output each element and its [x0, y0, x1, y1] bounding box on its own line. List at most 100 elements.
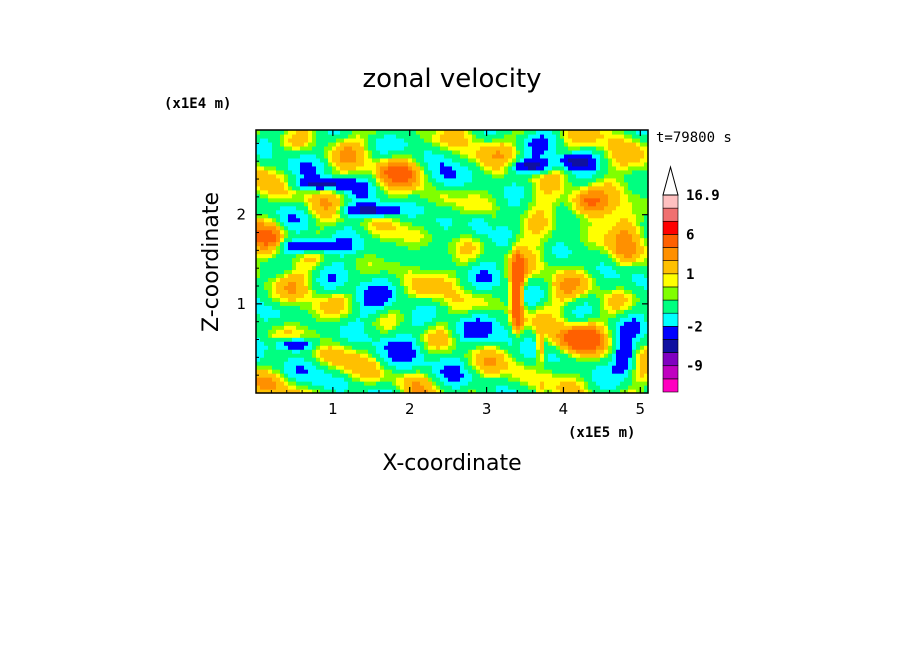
heatmap-cell: [368, 281, 373, 286]
heatmap-cell: [288, 249, 293, 255]
heatmap-cell: [400, 233, 405, 239]
heatmap-cell: [372, 161, 377, 167]
heatmap-cell: [492, 277, 497, 283]
heatmap-cell: [524, 385, 529, 390]
heatmap-cell: [364, 245, 369, 251]
heatmap-cell: [356, 373, 361, 378]
heatmap-cell: [372, 301, 377, 306]
heatmap-cell: [496, 209, 501, 215]
heatmap-cell: [504, 329, 509, 334]
heatmap-cell: [468, 293, 473, 298]
heatmap-cell: [416, 381, 421, 386]
heatmap-cell: [492, 257, 497, 263]
heatmap-cell: [540, 265, 545, 271]
heatmap-cell: [300, 145, 305, 151]
heatmap-cell: [476, 145, 481, 151]
heatmap-cell: [272, 229, 277, 235]
heatmap-cell: [352, 233, 357, 239]
heatmap-cell: [276, 181, 281, 187]
heatmap-cell: [444, 337, 449, 342]
heatmap-cell: [420, 377, 425, 382]
heatmap-cell: [336, 265, 341, 271]
heatmap-cell: [284, 185, 289, 191]
heatmap-cell: [424, 301, 429, 306]
heatmap-cell: [524, 249, 529, 255]
heatmap-cell: [384, 317, 389, 322]
heatmap-cell: [480, 365, 485, 370]
heatmap-cell: [476, 205, 481, 211]
heatmap-cell: [320, 341, 325, 346]
heatmap-cell: [532, 325, 537, 330]
heatmap-cell: [292, 333, 297, 338]
heatmap-cell: [376, 253, 381, 259]
heatmap-cell: [408, 193, 413, 199]
heatmap-cell: [260, 149, 265, 155]
heatmap-cell: [280, 313, 285, 318]
heatmap-cell: [508, 321, 513, 326]
heatmap-cell: [280, 169, 285, 175]
heatmap-cell: [328, 209, 333, 215]
heatmap-cell: [540, 185, 545, 191]
heatmap-cell: [392, 225, 397, 231]
heatmap-cell: [448, 225, 453, 231]
heatmap-cell: [556, 373, 561, 378]
heatmap-cell: [316, 189, 321, 195]
heatmap-cell: [364, 353, 369, 358]
heatmap-cell: [484, 237, 489, 243]
heatmap-cell: [468, 369, 473, 374]
heatmap-cell: [440, 221, 445, 227]
heatmap-cell: [472, 209, 477, 215]
heatmap-cell: [476, 289, 481, 294]
heatmap-cell: [420, 361, 425, 366]
heatmap-cell: [336, 229, 341, 235]
heatmap-cell: [524, 217, 529, 223]
heatmap-cell: [404, 329, 409, 334]
heatmap-cell: [284, 357, 289, 362]
heatmap-cell: [344, 181, 349, 187]
heatmap-cell: [404, 169, 409, 175]
heatmap-cell: [324, 213, 329, 219]
heatmap-cell: [416, 257, 421, 263]
heatmap-cell: [472, 353, 477, 358]
heatmap-cell: [328, 349, 333, 354]
heatmap-cell: [280, 377, 285, 382]
heatmap-cell: [292, 133, 297, 139]
heatmap-cell: [404, 373, 409, 378]
heatmap-cell: [276, 189, 281, 195]
heatmap-cell: [300, 201, 305, 207]
heatmap-cell: [364, 293, 369, 298]
heatmap-cell: [328, 237, 333, 243]
heatmap-cell: [316, 281, 321, 286]
heatmap-cell: [384, 177, 389, 183]
heatmap-cell: [340, 321, 345, 326]
heatmap-cell: [460, 213, 465, 219]
heatmap-cell: [472, 221, 477, 227]
heatmap-cell: [396, 349, 401, 354]
heatmap-cell: [472, 369, 477, 374]
heatmap-cell: [340, 309, 345, 314]
time-label: t=79800 s: [656, 130, 732, 146]
heatmap-cell: [360, 389, 365, 394]
heatmap-cell: [432, 217, 437, 223]
heatmap-cell: [488, 377, 493, 382]
heatmap-cell: [540, 293, 545, 298]
heatmap-cell: [448, 130, 453, 135]
heatmap-cell: [520, 249, 525, 255]
heatmap-cell: [424, 277, 429, 283]
heatmap-cell: [500, 269, 505, 275]
heatmap-cell: [336, 149, 341, 155]
heatmap-cell: [384, 269, 389, 275]
heatmap-cell: [508, 197, 513, 203]
heatmap-cell: [364, 197, 369, 203]
heatmap-cell: [440, 385, 445, 390]
heatmap-cell: [328, 341, 333, 346]
heatmap-cell: [420, 257, 425, 263]
heatmap-cell: [312, 197, 317, 203]
heatmap-cell: [472, 377, 477, 382]
heatmap-cell: [300, 317, 305, 322]
heatmap-cell: [260, 145, 265, 151]
heatmap-cell: [372, 130, 377, 135]
heatmap-cell: [300, 261, 305, 267]
heatmap-cell: [552, 197, 557, 203]
heatmap-cell: [524, 285, 529, 290]
